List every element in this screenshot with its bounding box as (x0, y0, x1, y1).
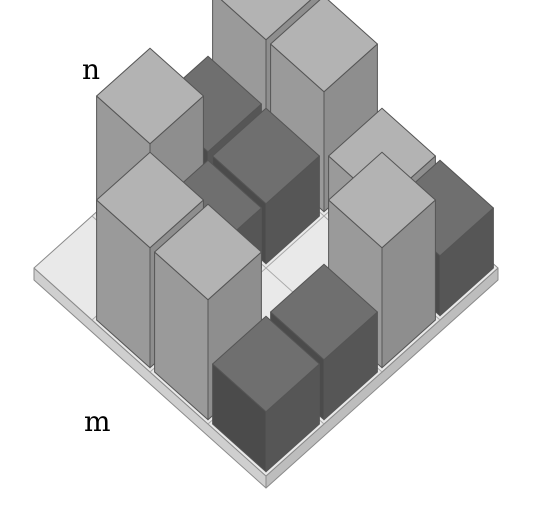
cube-column-3-3 (212, 315, 320, 473)
cube-top-face (212, 107, 320, 205)
label-m: m (84, 405, 111, 438)
cube-top-face (270, 263, 378, 361)
label-n: n (82, 53, 101, 86)
cube-top-face (154, 203, 262, 301)
cube-top-face (328, 151, 436, 249)
cube-top-face (220, 0, 312, 41)
cube-top-face (96, 47, 204, 145)
cube-top-face (96, 151, 204, 249)
cube-top-face (270, 0, 378, 93)
cube-top-face (212, 315, 320, 413)
